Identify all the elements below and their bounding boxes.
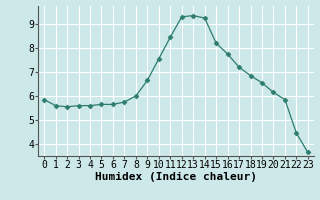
- X-axis label: Humidex (Indice chaleur): Humidex (Indice chaleur): [95, 172, 257, 182]
